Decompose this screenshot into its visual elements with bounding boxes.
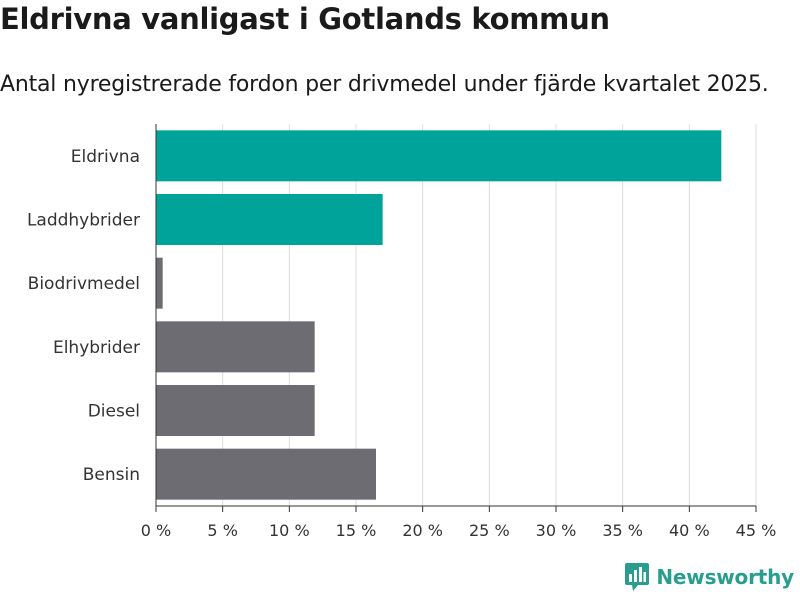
category-label: Elhybrider bbox=[53, 338, 140, 358]
x-tick-label: 5 % bbox=[207, 521, 237, 540]
x-tick-label: 30 % bbox=[536, 521, 577, 540]
x-tick-label: 20 % bbox=[402, 521, 443, 540]
brand-logo: Newsworthy bbox=[624, 562, 794, 592]
category-label: Bensin bbox=[83, 465, 140, 485]
x-tick-label: 45 % bbox=[736, 521, 777, 540]
x-tick-label: 40 % bbox=[669, 521, 710, 540]
category-label: Eldrivna bbox=[71, 147, 140, 167]
brand-name: Newsworthy bbox=[656, 565, 794, 589]
category-label: Laddhybrider bbox=[27, 211, 140, 231]
category-label: Diesel bbox=[88, 402, 140, 422]
bar bbox=[156, 194, 383, 245]
x-tick-label: 15 % bbox=[336, 521, 377, 540]
x-tick-label: 25 % bbox=[469, 521, 510, 540]
x-tick-label: 10 % bbox=[269, 521, 310, 540]
chart-title: Eldrivna vanligast i Gotlands kommun bbox=[0, 2, 610, 36]
bar bbox=[156, 130, 722, 182]
bar bbox=[156, 321, 315, 373]
bar bbox=[156, 257, 163, 309]
category-label: Biodrivmedel bbox=[28, 274, 140, 294]
chart-subtitle: Antal nyregistrerade fordon per drivmede… bbox=[0, 72, 769, 97]
newsworthy-logo-icon bbox=[625, 563, 650, 591]
bar bbox=[156, 385, 315, 436]
x-tick-label: 0 % bbox=[141, 521, 171, 540]
x-tick-label: 35 % bbox=[602, 521, 643, 540]
bar bbox=[156, 448, 376, 500]
